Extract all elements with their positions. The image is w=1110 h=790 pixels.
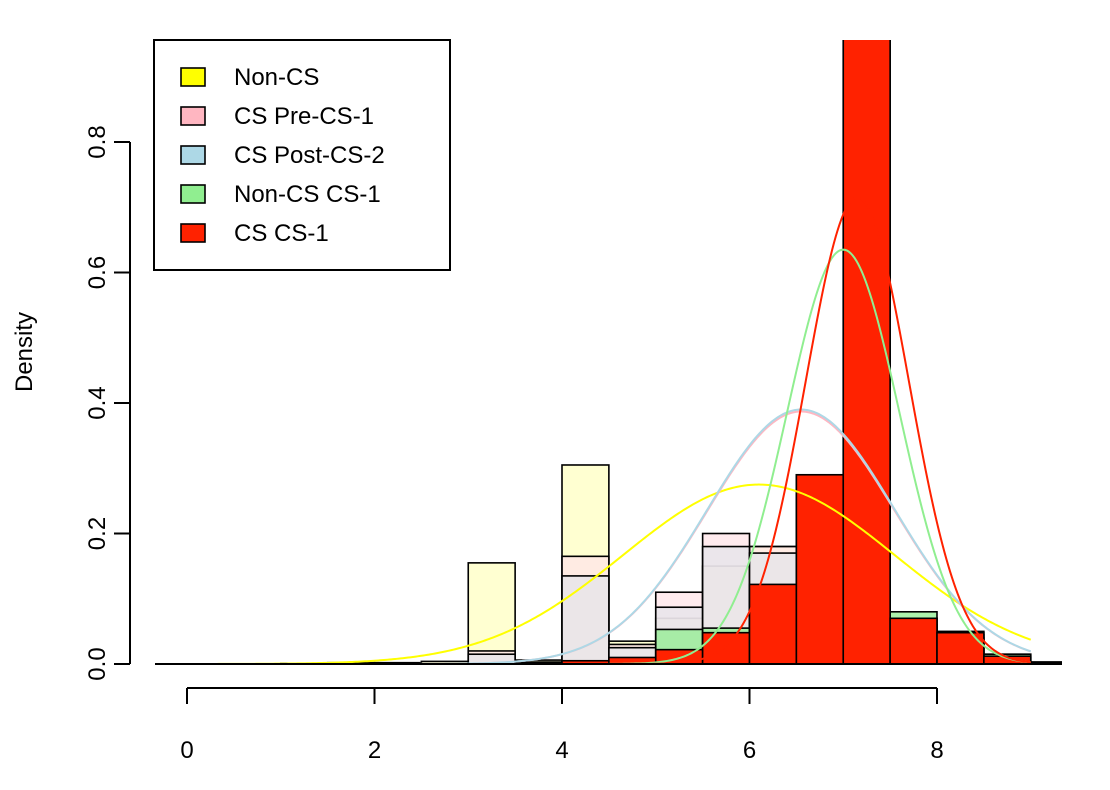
y-tick-label-0: 0.0: [84, 647, 111, 680]
y-axis-title: Density: [11, 312, 38, 392]
y-tick-label-3: 0.6: [84, 256, 111, 289]
legend-swatch-cs-pre-cs-1: [180, 106, 206, 126]
y-tick-label-1: 0.2: [84, 517, 111, 550]
legend-label-cs-pre-cs-1: CS Pre-CS-1: [234, 103, 374, 130]
legend-label-non-cs: Non-CS: [234, 64, 319, 91]
legend: Non-CS CS Pre-CS-1 CS Post-CS-2 Non-CS CS-1…: [153, 39, 451, 271]
bar-cs-cs-1-12: [748, 583, 798, 664]
x-tick-label-2: 4: [555, 737, 568, 764]
bar-cs-cs-1-14: [842, 40, 891, 664]
legend-label-cs-cs-1: CS CS-1: [234, 220, 329, 247]
bar-cs-post-cs-2-6: [467, 653, 516, 664]
x-tick-label-4: 8: [930, 737, 943, 764]
legend-swatch-cs-post-cs-2: [180, 145, 206, 165]
bar-non-cs-6: [467, 562, 516, 664]
curve-cs-cs-1: [187, 196, 1031, 664]
x-tick-label-3: 6: [743, 737, 756, 764]
axes: 0 2 4 6 8 0.0 0.2 0.4 0.6 0.8 Density: [11, 125, 1062, 764]
bar-cs-cs-1-15: [889, 617, 938, 664]
curve-cs-post-cs-2: [187, 408, 1032, 664]
legend-swatch-non-cs: [180, 67, 206, 87]
y-tick-label-4: 0.8: [84, 125, 111, 158]
curve-non-cs: [187, 483, 1032, 664]
bar-cs-cs-1-16: [936, 631, 985, 664]
legend-label-cs-post-cs-2: CS Post-CS-2: [234, 142, 385, 169]
bar-cs-post-cs-2-8: [561, 575, 610, 664]
x-tick-label-0: 0: [180, 737, 193, 764]
legend-label-non-cs-cs-1: Non-CS CS-1: [234, 181, 381, 208]
bar-cs-cs-1-13: [795, 473, 845, 664]
y-tick-label-2: 0.4: [84, 386, 111, 419]
legend-swatch-non-cs-cs-1: [180, 184, 206, 204]
bar-cs-cs-1-11: [701, 631, 751, 664]
x-tick-label-1: 2: [368, 737, 381, 764]
series-cs-cs-1-bars: [561, 40, 1062, 664]
legend-swatch-cs-cs-1: [180, 223, 206, 243]
